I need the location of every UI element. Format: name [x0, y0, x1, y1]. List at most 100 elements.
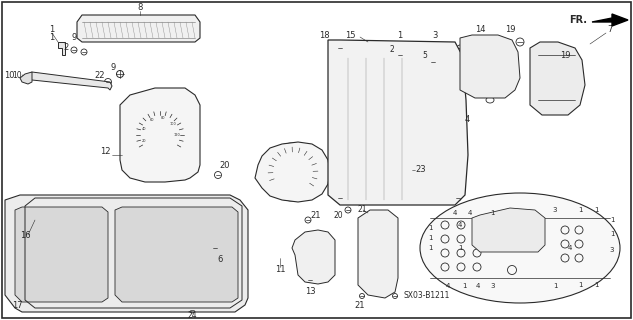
Text: 21: 21: [358, 205, 368, 214]
Text: 1: 1: [578, 207, 582, 213]
Text: 80: 80: [161, 116, 165, 120]
Bar: [415, 55, 455, 145]
Polygon shape: [77, 15, 200, 42]
Bar: [363, 262, 381, 272]
Text: 7: 7: [607, 26, 613, 35]
Text: 1: 1: [458, 245, 462, 251]
Bar: [484, 48, 494, 58]
Text: FR.: FR.: [569, 15, 587, 25]
Bar: [363, 248, 381, 258]
Text: 4: 4: [568, 245, 572, 251]
Text: 11: 11: [275, 266, 285, 275]
Text: 4: 4: [458, 222, 462, 228]
Bar: [434, 60, 446, 74]
Text: 2: 2: [390, 45, 394, 54]
Bar: [418, 100, 430, 114]
Text: 120: 120: [173, 133, 180, 137]
Text: 5: 5: [423, 51, 427, 60]
Text: 17: 17: [12, 300, 23, 309]
Polygon shape: [592, 14, 628, 26]
Text: 9: 9: [110, 63, 116, 73]
Text: 4: 4: [465, 116, 470, 124]
Text: 4: 4: [476, 283, 480, 289]
Bar: [418, 80, 430, 94]
Text: 12: 12: [100, 148, 111, 156]
Ellipse shape: [268, 149, 318, 195]
Text: 2: 2: [63, 43, 68, 52]
Text: 18: 18: [320, 30, 330, 39]
Text: 19: 19: [505, 26, 515, 35]
Polygon shape: [530, 42, 585, 115]
Polygon shape: [20, 72, 32, 84]
Bar: [418, 60, 430, 74]
Text: 19: 19: [560, 51, 570, 60]
Text: 16: 16: [20, 230, 30, 239]
Text: 23: 23: [415, 165, 425, 174]
Polygon shape: [328, 40, 468, 205]
Bar: [363, 234, 381, 244]
Text: SX03-B1211: SX03-B1211: [404, 291, 450, 300]
Bar: [147, 168, 154, 174]
Text: 20: 20: [220, 161, 230, 170]
Text: 9: 9: [72, 34, 77, 43]
Ellipse shape: [136, 112, 184, 158]
Polygon shape: [115, 207, 238, 302]
Bar: [156, 168, 163, 174]
Text: 1: 1: [578, 282, 582, 288]
Text: 4: 4: [446, 283, 450, 289]
Polygon shape: [58, 42, 65, 55]
Bar: [470, 48, 480, 58]
Polygon shape: [5, 195, 248, 312]
Polygon shape: [358, 210, 398, 298]
Text: 4: 4: [453, 210, 457, 216]
Text: 1: 1: [553, 283, 557, 289]
Polygon shape: [30, 72, 112, 90]
Polygon shape: [472, 208, 545, 252]
Polygon shape: [255, 142, 330, 202]
Polygon shape: [292, 230, 335, 284]
Text: 13: 13: [304, 287, 315, 297]
Text: 21: 21: [354, 300, 365, 309]
Text: 1: 1: [490, 210, 494, 216]
Text: 1: 1: [610, 217, 614, 223]
Text: 10: 10: [4, 71, 15, 81]
Polygon shape: [15, 207, 108, 302]
Bar: [484, 62, 494, 72]
Text: 1: 1: [610, 231, 614, 237]
Text: 6: 6: [217, 255, 223, 265]
Ellipse shape: [420, 193, 620, 303]
Text: 20: 20: [333, 211, 343, 220]
Text: 1: 1: [398, 30, 403, 39]
Polygon shape: [120, 88, 200, 182]
Bar: [300, 264, 310, 272]
Text: 10: 10: [12, 70, 22, 79]
Bar: [300, 253, 310, 261]
Text: 15: 15: [345, 30, 355, 39]
Text: 1: 1: [49, 26, 54, 35]
Text: 3: 3: [491, 283, 495, 289]
Text: 40: 40: [142, 127, 146, 131]
Text: 60: 60: [149, 118, 154, 122]
Text: 3: 3: [432, 30, 437, 39]
Text: 1: 1: [428, 225, 432, 231]
Bar: [434, 80, 446, 94]
Text: 24: 24: [187, 311, 197, 320]
Text: 8: 8: [137, 4, 142, 12]
Text: 14: 14: [475, 26, 486, 35]
Bar: [138, 168, 145, 174]
Bar: [434, 100, 446, 114]
Bar: [165, 168, 172, 174]
Bar: [434, 120, 446, 134]
Polygon shape: [460, 35, 520, 98]
Text: 1: 1: [594, 207, 598, 213]
Text: 1: 1: [49, 34, 54, 43]
Bar: [470, 62, 480, 72]
Text: 100: 100: [170, 122, 177, 126]
Bar: [313, 253, 323, 261]
Bar: [418, 120, 430, 134]
Text: 1: 1: [428, 245, 432, 251]
Bar: [300, 242, 310, 250]
Text: 3: 3: [610, 247, 614, 253]
Text: 4: 4: [468, 210, 472, 216]
Text: 21: 21: [311, 211, 322, 220]
